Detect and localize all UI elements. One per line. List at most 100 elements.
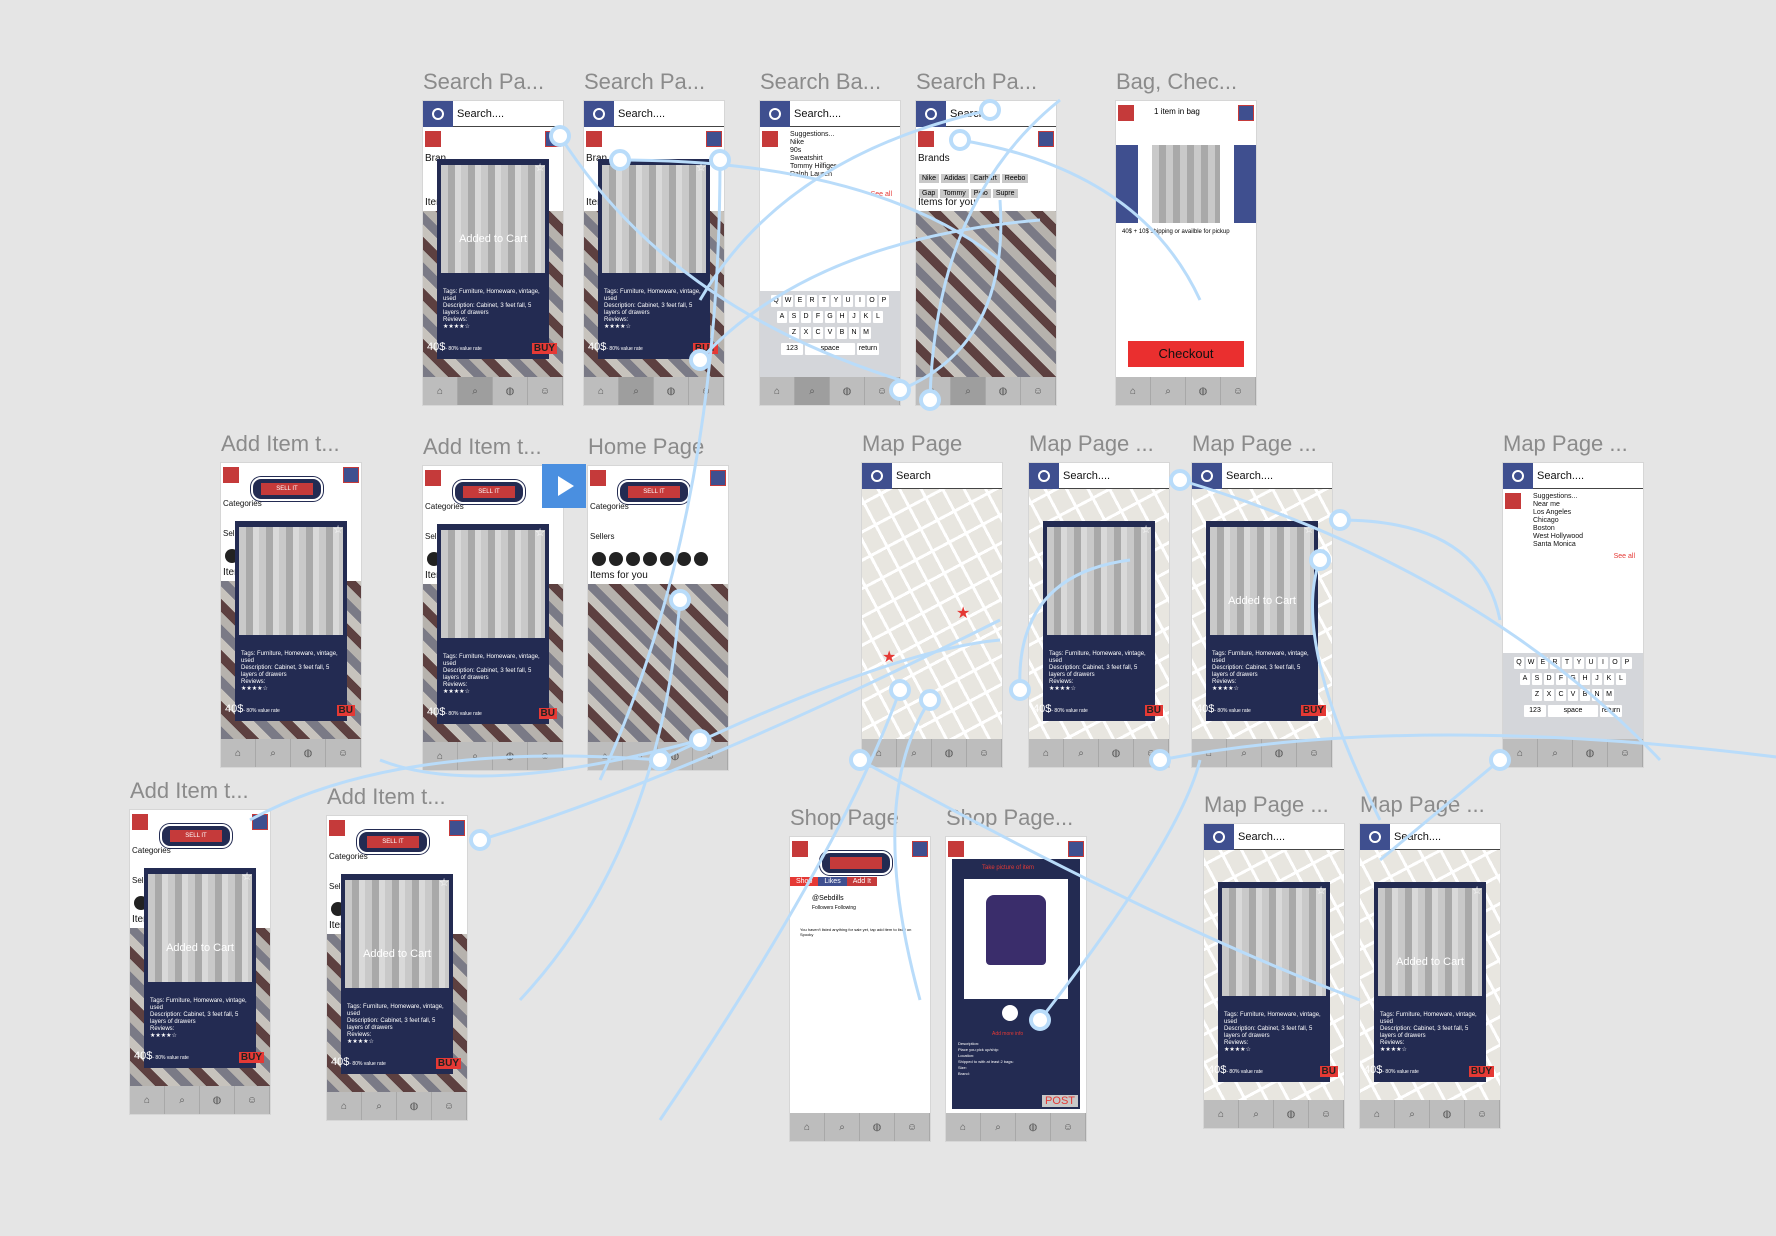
profile-icon[interactable]: ☺ xyxy=(1051,1113,1086,1141)
search-icon[interactable] xyxy=(1503,463,1533,489)
checkout-button[interactable]: Checkout xyxy=(1128,341,1244,367)
product-card[interactable]: ☆ Tags: Furniture, Homeware, vintage, use… xyxy=(1033,521,1163,721)
search-bar[interactable]: Search.... xyxy=(1192,463,1332,489)
red-star-marker[interactable]: ★ xyxy=(956,605,971,622)
brand-chip[interactable]: Supre xyxy=(992,189,1018,198)
favorite-star-icon[interactable]: ☆ xyxy=(535,527,545,539)
item-photo-grid[interactable] xyxy=(588,584,728,742)
key[interactable]: V xyxy=(1568,689,1578,701)
see-all-link[interactable]: See all xyxy=(1613,553,1635,560)
favorite-star-icon[interactable]: ☆ xyxy=(439,877,449,889)
menu-icon[interactable] xyxy=(329,820,345,836)
key[interactable]: Y xyxy=(1574,657,1584,669)
buy-button[interactable]: BUY xyxy=(238,1052,264,1063)
key[interactable]: X xyxy=(1544,689,1554,701)
key-123[interactable]: 123 xyxy=(1524,705,1546,717)
sell-it-button[interactable] xyxy=(820,851,892,875)
search-bar[interactable]: Search.... xyxy=(1029,463,1169,489)
seller-avatar[interactable] xyxy=(694,552,708,566)
seller-avatar[interactable] xyxy=(592,552,606,566)
globe-icon[interactable]: ◍ xyxy=(1573,739,1608,767)
globe-icon[interactable]: ◍ xyxy=(932,739,967,767)
shutter-button[interactable] xyxy=(1002,1005,1018,1021)
search-icon[interactable]: ⌕ xyxy=(458,742,493,770)
search-bar[interactable]: Search.... xyxy=(423,101,563,127)
key[interactable]: F xyxy=(1556,673,1566,685)
bag-icon[interactable] xyxy=(1238,105,1254,121)
search-icon[interactable]: ⌕ xyxy=(619,377,654,405)
sell-it-button[interactable]: SELL IT xyxy=(251,477,323,501)
key[interactable]: G xyxy=(825,311,835,323)
profile-icon[interactable]: ☺ xyxy=(1309,1100,1344,1128)
bag-icon[interactable] xyxy=(545,131,561,147)
buy-button[interactable]: BU xyxy=(1319,1066,1338,1077)
key[interactable]: P xyxy=(879,295,889,307)
seller-avatar[interactable] xyxy=(660,552,674,566)
key[interactable]: O xyxy=(1610,657,1620,669)
menu-icon[interactable] xyxy=(425,131,441,147)
globe-icon[interactable]: ◍ xyxy=(860,1113,895,1141)
bag-icon[interactable] xyxy=(1038,131,1054,147)
bottom-nav[interactable]: ⌂ ⌕ ◍ ☺ xyxy=(1192,739,1332,767)
buy-button[interactable]: BU xyxy=(336,705,355,716)
menu-icon[interactable] xyxy=(590,470,606,486)
key-space[interactable]: space xyxy=(1548,705,1598,717)
globe-icon[interactable]: ◍ xyxy=(1099,739,1134,767)
bottom-nav[interactable]: ⌂ ⌕ ◍ ☺ xyxy=(1029,739,1169,767)
suggestion-item[interactable]: Sweatshirt xyxy=(790,155,823,162)
connection-handle[interactable] xyxy=(469,829,491,851)
key[interactable]: D xyxy=(801,311,811,323)
profile-icon[interactable]: ☺ xyxy=(895,1113,930,1141)
profile-icon[interactable]: ☺ xyxy=(1021,377,1056,405)
favorite-star-icon[interactable]: ☆ xyxy=(242,871,252,883)
search-input[interactable]: Search.... xyxy=(1238,831,1286,843)
brand-chip[interactable]: Tommy xyxy=(940,189,969,198)
key[interactable]: B xyxy=(837,327,847,339)
search-input[interactable]: Search.... xyxy=(1063,470,1111,482)
search-input[interactable]: Search.... xyxy=(794,108,842,120)
search-input[interactable]: Search.... xyxy=(618,108,666,120)
menu-icon[interactable] xyxy=(223,467,239,483)
bottom-nav[interactable]: ⌂ ⌕ ◍ ☺ xyxy=(588,742,728,770)
profile-icon[interactable]: ☺ xyxy=(693,742,728,770)
search-bar[interactable]: Search.... xyxy=(1204,824,1344,850)
key[interactable]: Q xyxy=(1514,657,1524,669)
sell-it-button[interactable]: SELL IT xyxy=(160,824,232,848)
search-input[interactable]: Search.... xyxy=(457,108,505,120)
menu-icon[interactable] xyxy=(425,470,441,486)
search-input[interactable]: Search.... xyxy=(1394,831,1442,843)
suggestion-item[interactable]: Suggestions... xyxy=(1533,493,1578,500)
add-to-bag-side-right[interactable] xyxy=(1234,145,1256,223)
suggestion-item[interactable]: Santa Monica xyxy=(1533,541,1576,548)
buy-button[interactable]: BU xyxy=(1144,705,1163,716)
search-icon[interactable]: ⌕ xyxy=(623,742,658,770)
seller-avatar[interactable] xyxy=(609,552,623,566)
search-bar[interactable]: Search.... xyxy=(1360,824,1500,850)
add-more-info[interactable]: Add more info xyxy=(992,1031,1024,1037)
home-icon[interactable]: ⌂ xyxy=(423,377,458,405)
search-icon[interactable] xyxy=(584,101,614,127)
search-bar[interactable]: Search.... xyxy=(760,101,900,127)
search-bar[interactable]: Search xyxy=(862,463,1002,489)
seller-avatar[interactable] xyxy=(626,552,640,566)
product-card[interactable]: ☆ Tags: Furniture, Homeware, vintage, use… xyxy=(225,521,355,721)
key[interactable]: S xyxy=(789,311,799,323)
product-card[interactable]: ☆ Added to Cart Tags: Furniture, Homeware,… xyxy=(1196,521,1326,721)
see-all-link[interactable]: See all xyxy=(870,191,892,198)
profile-icon[interactable]: ☺ xyxy=(689,377,724,405)
search-input[interactable]: Search xyxy=(950,108,985,120)
key[interactable]: Q xyxy=(771,295,781,307)
sell-it-button[interactable]: SELL IT xyxy=(618,480,690,504)
shop-tab[interactable]: Likes xyxy=(818,877,847,886)
search-icon[interactable] xyxy=(1029,463,1059,489)
bottom-nav[interactable]: ⌂ ⌕ ◍ ☺ xyxy=(862,739,1002,767)
connection-handle[interactable] xyxy=(1329,509,1351,531)
bottom-nav[interactable]: ⌂ ⌕ ◍ ☺ xyxy=(1204,1100,1344,1128)
menu-icon[interactable] xyxy=(132,814,148,830)
search-icon[interactable]: ⌕ xyxy=(256,739,291,767)
menu-icon[interactable] xyxy=(1505,493,1521,509)
buy-button[interactable]: BUY xyxy=(1468,1066,1494,1077)
bag-icon[interactable] xyxy=(706,131,722,147)
key[interactable]: A xyxy=(777,311,787,323)
menu-icon[interactable] xyxy=(586,131,602,147)
